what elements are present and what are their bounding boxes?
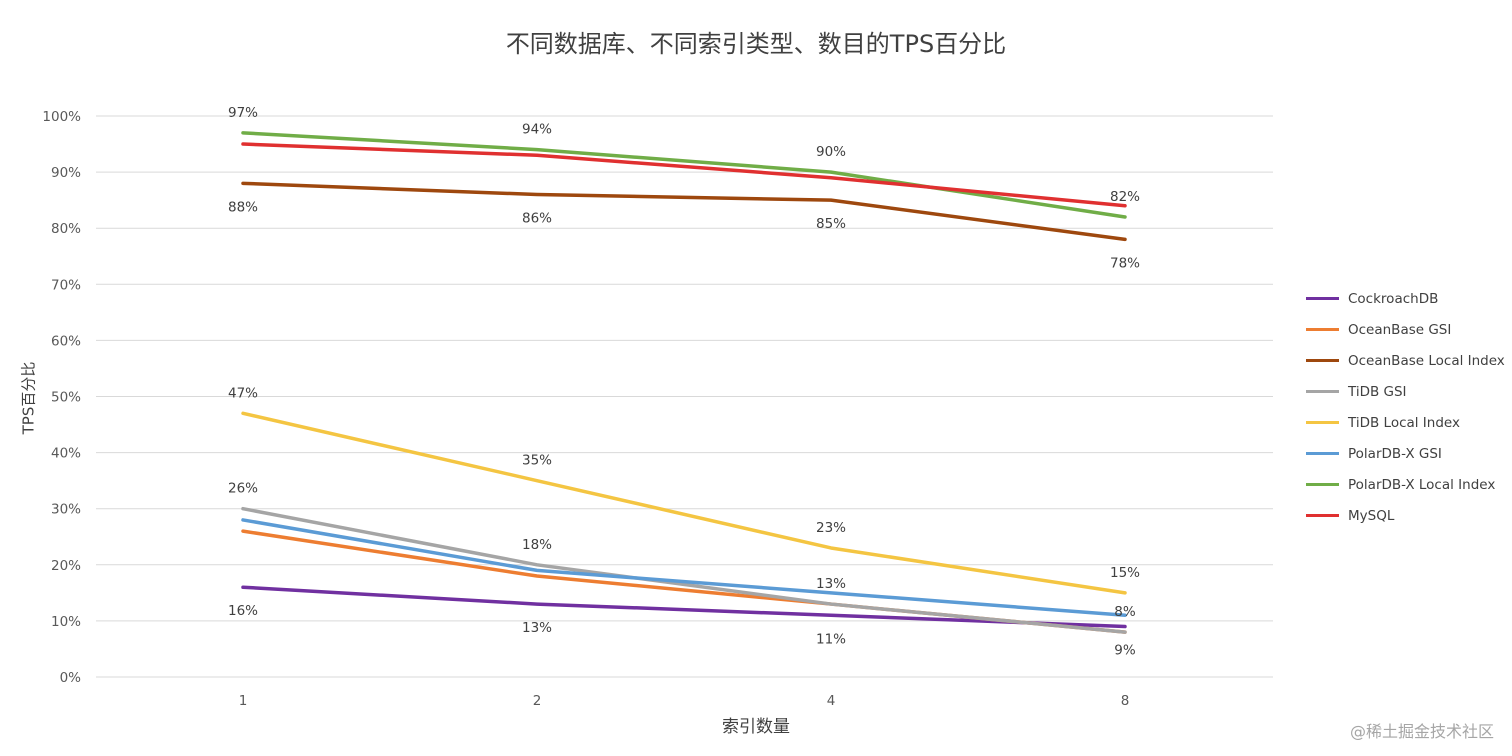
legend-label: CockroachDB xyxy=(1348,290,1439,307)
legend-label: TiDB GSI xyxy=(1348,383,1407,400)
y-tick-label: 60% xyxy=(51,333,81,349)
legend-item: OceanBase GSI xyxy=(1306,314,1512,345)
data-label: 78% xyxy=(1110,255,1140,271)
gridlines xyxy=(96,115,1273,678)
legend-item: MySQL xyxy=(1306,500,1512,531)
y-axis-label: TPS百分比 xyxy=(19,361,38,435)
data-label: 9% xyxy=(1114,643,1136,659)
legend-item: CockroachDB xyxy=(1306,283,1512,314)
data-label: 94% xyxy=(522,122,552,138)
series-line-polardb-x-local-index xyxy=(241,131,1127,219)
legend-swatch xyxy=(1306,390,1339,393)
legend-swatch xyxy=(1306,328,1339,331)
data-label: 88% xyxy=(228,199,258,215)
data-label: 8% xyxy=(1114,604,1136,620)
y-tick-label: 70% xyxy=(51,277,81,293)
series-line-oceanbase-local-index xyxy=(241,181,1127,242)
legend-item: TiDB GSI xyxy=(1306,376,1512,407)
series-line-tidb-local-index xyxy=(241,411,1127,595)
legend-label: MySQL xyxy=(1348,507,1395,524)
series-lines xyxy=(241,131,1127,634)
y-tick-label: 0% xyxy=(60,670,82,686)
data-label: 13% xyxy=(522,620,552,636)
data-label: 16% xyxy=(228,603,258,619)
data-label: 23% xyxy=(816,520,846,536)
data-label: 35% xyxy=(522,453,552,469)
data-label: 15% xyxy=(1110,565,1140,581)
watermark: @稀土掘金技术社区 xyxy=(1349,722,1494,741)
series-line-mysql xyxy=(241,142,1127,208)
data-label: 26% xyxy=(228,481,258,497)
data-label: 18% xyxy=(522,537,552,553)
x-tick-label: 8 xyxy=(1121,693,1130,709)
legend-item: OceanBase Local Index xyxy=(1306,345,1512,376)
legend-label: PolarDB-X Local Index xyxy=(1348,476,1496,493)
legend-swatch xyxy=(1306,452,1339,455)
y-tick-label: 100% xyxy=(42,109,81,125)
y-tick-labels: 0% 10% 20% 30% 40% 50% 60% 70% 80% 90% 100% xyxy=(42,109,81,686)
x-tick-labels: 1 2 4 8 xyxy=(239,693,1130,709)
x-axis-label: 索引数量 xyxy=(722,717,790,737)
legend-label: TiDB Local Index xyxy=(1348,414,1460,431)
x-tick-label: 2 xyxy=(533,693,542,709)
y-tick-label: 50% xyxy=(51,390,81,406)
x-tick-label: 4 xyxy=(827,693,836,709)
y-tick-label: 90% xyxy=(51,165,81,181)
legend-swatch xyxy=(1306,483,1339,486)
y-tick-label: 30% xyxy=(51,502,81,518)
y-tick-label: 20% xyxy=(51,558,81,574)
data-label: 85% xyxy=(816,216,846,232)
y-tick-label: 10% xyxy=(51,614,81,630)
legend-swatch xyxy=(1306,514,1339,517)
legend-swatch xyxy=(1306,421,1339,424)
legend-item: PolarDB-X Local Index xyxy=(1306,469,1512,500)
legend-swatch xyxy=(1306,297,1339,300)
legend-label: OceanBase GSI xyxy=(1348,321,1452,338)
legend-swatch xyxy=(1306,359,1339,362)
legend-label: OceanBase Local Index xyxy=(1348,352,1505,369)
legend-label: PolarDB-X GSI xyxy=(1348,445,1442,462)
chart-title: 不同数据库、不同索引类型、数目的TPS百分比 xyxy=(505,30,1007,58)
series-line-polardb-x-gsi xyxy=(241,518,1127,618)
data-label: 97% xyxy=(228,105,258,121)
data-label: 90% xyxy=(816,144,846,160)
series-line-cockroachdb xyxy=(241,585,1127,629)
y-tick-label: 40% xyxy=(51,446,81,462)
data-labels: 16% 13% 11% 9% 88% 86% 85% 78% 26% 18% 13% 8% 47% 35%… xyxy=(228,105,1140,659)
legend: CockroachDB OceanBase GSI OceanBase Local … xyxy=(1306,283,1512,531)
data-label: 11% xyxy=(816,631,846,647)
legend-item: TiDB Local Index xyxy=(1306,407,1512,438)
data-label: 82% xyxy=(1110,189,1140,205)
data-label: 47% xyxy=(228,385,258,401)
data-label: 86% xyxy=(522,211,552,227)
legend-item: PolarDB-X GSI xyxy=(1306,438,1512,469)
x-tick-label: 1 xyxy=(239,693,248,709)
y-tick-label: 80% xyxy=(51,221,81,237)
data-label: 13% xyxy=(816,576,846,592)
series-line-tidb-gsi xyxy=(241,506,1127,634)
